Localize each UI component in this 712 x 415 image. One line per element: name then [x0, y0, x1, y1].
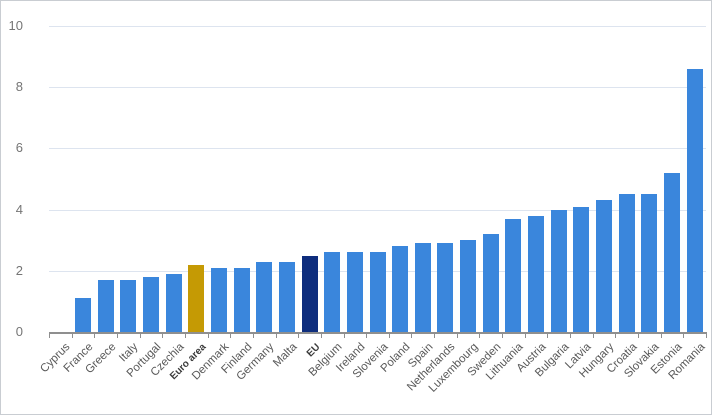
bar-estonia — [664, 172, 681, 332]
x-axis-tick — [570, 334, 572, 338]
bar-luxembourg — [460, 240, 477, 332]
gridline — [49, 148, 706, 150]
x-axis-tick — [411, 334, 413, 338]
x-axis-tick — [638, 334, 640, 338]
bar-croatia — [618, 194, 635, 332]
bar-spain — [414, 243, 431, 332]
x-axis-tick — [162, 334, 164, 338]
x-axis-tick — [275, 334, 277, 338]
bar-malta — [278, 261, 295, 332]
y-axis-tick-label: 8 — [15, 79, 23, 95]
x-axis-tick — [139, 334, 141, 338]
x-axis-line — [49, 332, 707, 334]
y-axis-tick-label: 6 — [15, 140, 23, 156]
bar-hungary — [596, 200, 613, 332]
gridline — [49, 87, 706, 89]
x-axis-tick — [706, 334, 707, 338]
x-axis-tick — [683, 334, 685, 338]
bar-euro-area — [188, 264, 205, 332]
gridline — [49, 26, 706, 27]
y-axis-tick-label: 0 — [15, 324, 23, 339]
x-axis-tick — [366, 334, 368, 338]
x-axis-tick — [320, 334, 322, 338]
x-axis-tick — [49, 334, 50, 338]
bar-belgium — [324, 252, 341, 332]
bar-poland — [392, 246, 409, 332]
bar-france — [74, 298, 91, 332]
bar-ireland — [346, 252, 363, 332]
y-axis-tick-label: 4 — [15, 201, 23, 217]
bar-austria — [528, 215, 545, 332]
x-axis-tick — [252, 334, 254, 338]
x-axis-tick — [71, 334, 73, 338]
x-axis-tick — [592, 334, 594, 338]
bar-portugal — [142, 276, 159, 332]
y-axis-tick-label: 10 — [8, 18, 23, 33]
bar-sweden — [482, 234, 499, 332]
x-axis-tick — [524, 334, 526, 338]
bar-germany — [256, 261, 273, 332]
x-axis-tick — [298, 334, 300, 338]
bar-slovenia — [369, 252, 386, 332]
bar-italy — [120, 279, 137, 332]
bar-latvia — [573, 206, 590, 332]
x-axis-tick — [207, 334, 209, 338]
x-axis-tick — [184, 334, 186, 338]
x-axis-tick — [116, 334, 118, 338]
x-axis-tick — [547, 334, 549, 338]
x-axis-tick — [660, 334, 662, 338]
x-axis-tick — [456, 334, 458, 338]
bar-czechia — [165, 273, 182, 332]
bar-romania — [686, 68, 703, 332]
gridline — [49, 209, 706, 211]
bar-netherlands — [437, 243, 454, 332]
bar-bulgaria — [550, 209, 567, 332]
bar-denmark — [210, 267, 227, 332]
x-axis-tick — [343, 334, 345, 338]
x-axis-tick — [502, 334, 504, 338]
bar-finland — [233, 267, 250, 332]
bar-greece — [97, 279, 114, 332]
bar-slovakia — [641, 194, 658, 332]
x-axis-tick — [615, 334, 617, 338]
bar-eu — [301, 255, 318, 332]
x-axis-tick — [434, 334, 436, 338]
x-axis-tick — [388, 334, 390, 338]
y-axis-tick-label: 2 — [15, 262, 23, 278]
x-axis-tick — [230, 334, 232, 338]
bar-lithuania — [505, 218, 522, 332]
x-axis-tick — [94, 334, 96, 338]
x-axis-tick — [479, 334, 481, 338]
